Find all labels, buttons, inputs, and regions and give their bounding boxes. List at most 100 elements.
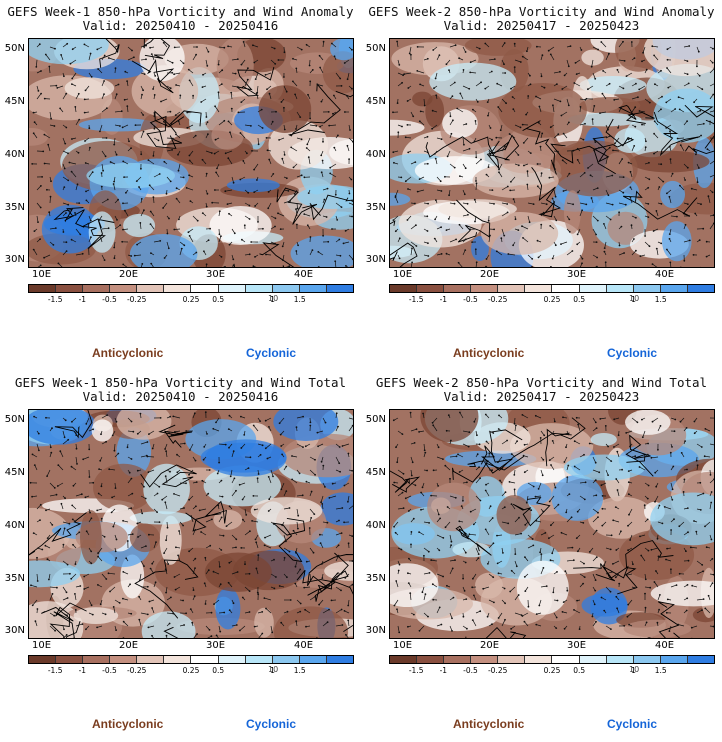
- legend-cyclonic: Cyclonic: [607, 346, 658, 360]
- colorbar-tick-label: 0.5: [573, 295, 586, 304]
- lon-tick: 10E: [32, 269, 52, 280]
- colorbar-swatch: [137, 656, 165, 663]
- lat-tick: 30N: [4, 625, 25, 636]
- colorbar-tick-label: 1.5: [654, 666, 667, 675]
- legend-anticyclonic: Anticyclonic: [453, 346, 525, 360]
- colorbar-swatch: [83, 656, 111, 663]
- lat-tick: 35N: [4, 202, 25, 213]
- lon-tick: 30E: [567, 269, 587, 280]
- colorbar-swatch: [417, 656, 445, 663]
- colorbar-tick-label: 1.5: [293, 666, 306, 675]
- colorbar-swatch: [525, 285, 553, 292]
- colorbar-swatch: [579, 656, 607, 663]
- colorbar-tick-label: -1: [78, 295, 87, 304]
- colorbar-swatch: [218, 656, 246, 663]
- colorbar-swatch: [29, 656, 57, 663]
- lat-tick: 40N: [365, 520, 386, 531]
- colorbar-swatch: [272, 285, 300, 292]
- colorbar-tick-label: 0.25: [182, 295, 200, 304]
- panel-valid-dates: Valid: 20250417 - 20250423: [443, 389, 640, 404]
- colorbar-swatch: [444, 656, 472, 663]
- colorbar-tick-label: -0.25: [487, 295, 508, 304]
- colorbar-swatch: [164, 656, 192, 663]
- legend-anticyclonic: Anticyclonic: [92, 717, 164, 731]
- colorbar-tick-label: -1: [439, 295, 448, 304]
- colorbar-swatch: [56, 656, 84, 663]
- colorbar: [389, 284, 715, 293]
- lat-tick: 40N: [4, 149, 25, 160]
- colorbar-tick-label: 1: [270, 295, 275, 304]
- panel-week1-anomaly: GEFS Week-1 850-hPa Vorticity and Wind A…: [0, 0, 361, 371]
- colorbar-tick-label: 0.25: [543, 666, 561, 675]
- colorbar-swatch: [417, 285, 445, 292]
- colorbar-tick-label: 1.5: [293, 295, 306, 304]
- colorbar-tick-label: -0.25: [487, 666, 508, 675]
- panel-valid-dates: Valid: 20250410 - 20250416: [82, 18, 279, 33]
- colorbar-tick-label: 1: [270, 666, 275, 675]
- colorbar-labels: -1.5 -1 -0.5 -0.25 0.25 0.5 1 1.5: [28, 666, 354, 678]
- colorbar-swatch: [191, 656, 219, 663]
- colorbar-swatch: [299, 285, 327, 292]
- lon-tick: 40E: [294, 640, 314, 651]
- colorbar-swatch: [110, 285, 138, 292]
- colorbar-scale-label: 10: [268, 665, 279, 674]
- lat-tick: 50N: [4, 43, 25, 54]
- colorbar-scale-label: 10: [268, 294, 279, 303]
- panel-week1-total: GEFS Week-1 850-hPa Vorticity and Wind T…: [0, 371, 361, 742]
- colorbar-tick-label: -0.5: [102, 666, 117, 675]
- colorbar-swatch: [552, 285, 580, 292]
- panel-valid-dates: Valid: 20250410 - 20250416: [82, 389, 279, 404]
- lat-tick: 50N: [365, 43, 386, 54]
- colorbar-tick-label: 0.5: [212, 666, 225, 675]
- colorbar-swatch: [660, 285, 688, 292]
- lat-tick: 30N: [4, 254, 25, 265]
- colorbar-swatch: [390, 285, 418, 292]
- colorbar-labels: -1.5 -1 -0.5 -0.25 0.25 0.5 1 1.5: [28, 295, 354, 307]
- colorbar-swatch: [137, 285, 165, 292]
- legend-anticyclonic: Anticyclonic: [453, 717, 525, 731]
- colorbar-swatch: [687, 656, 714, 663]
- colorbar-swatch: [326, 285, 353, 292]
- lat-tick: 35N: [365, 573, 386, 584]
- colorbar-swatch: [525, 656, 553, 663]
- colorbar-swatch: [552, 656, 580, 663]
- lon-tick: 40E: [655, 269, 675, 280]
- colorbar-tick-label: -0.5: [463, 295, 478, 304]
- lat-tick: 40N: [4, 520, 25, 531]
- colorbar-swatch: [272, 656, 300, 663]
- lon-tick: 30E: [206, 640, 226, 651]
- colorbar-swatch: [218, 285, 246, 292]
- colorbar-tick-label: -0.25: [126, 666, 147, 675]
- panel-week2-total: GEFS Week-2 850-hPa Vorticity and Wind T…: [361, 371, 722, 742]
- lat-tick: 40N: [365, 149, 386, 160]
- panel-title: GEFS Week-1 850-hPa Vorticity and Wind T…: [14, 375, 347, 390]
- colorbar: [389, 655, 715, 664]
- colorbar-tick-label: -1: [78, 666, 87, 675]
- colorbar-tick-label: -1.5: [408, 295, 424, 304]
- colorbar-swatch: [498, 285, 526, 292]
- lat-tick: 35N: [365, 202, 386, 213]
- lon-tick: 20E: [119, 269, 139, 280]
- legend-cyclonic: Cyclonic: [246, 717, 297, 731]
- colorbar-swatch: [633, 285, 661, 292]
- colorbar-labels: -1.5 -1 -0.5 -0.25 0.25 0.5 1 1.5: [389, 295, 715, 307]
- lat-tick: 45N: [4, 467, 25, 478]
- lat-tick: 30N: [365, 254, 386, 265]
- lon-tick: 40E: [655, 640, 675, 651]
- vorticity-map: [28, 409, 354, 639]
- legend-cyclonic: Cyclonic: [607, 717, 658, 731]
- colorbar-tick-label: -0.5: [463, 666, 478, 675]
- lon-tick: 10E: [32, 640, 52, 651]
- vorticity-map: [28, 38, 354, 268]
- colorbar-swatch: [390, 656, 418, 663]
- colorbar-tick-label: -1.5: [47, 666, 63, 675]
- vorticity-map: [389, 409, 715, 639]
- colorbar-swatch: [660, 656, 688, 663]
- colorbar-swatch: [326, 656, 353, 663]
- legend-anticyclonic: Anticyclonic: [92, 346, 164, 360]
- colorbar-swatch: [56, 285, 84, 292]
- lat-tick: 45N: [4, 96, 25, 107]
- colorbar-swatch: [606, 285, 634, 292]
- lon-tick: 30E: [206, 269, 226, 280]
- colorbar-tick-label: 1: [631, 666, 636, 675]
